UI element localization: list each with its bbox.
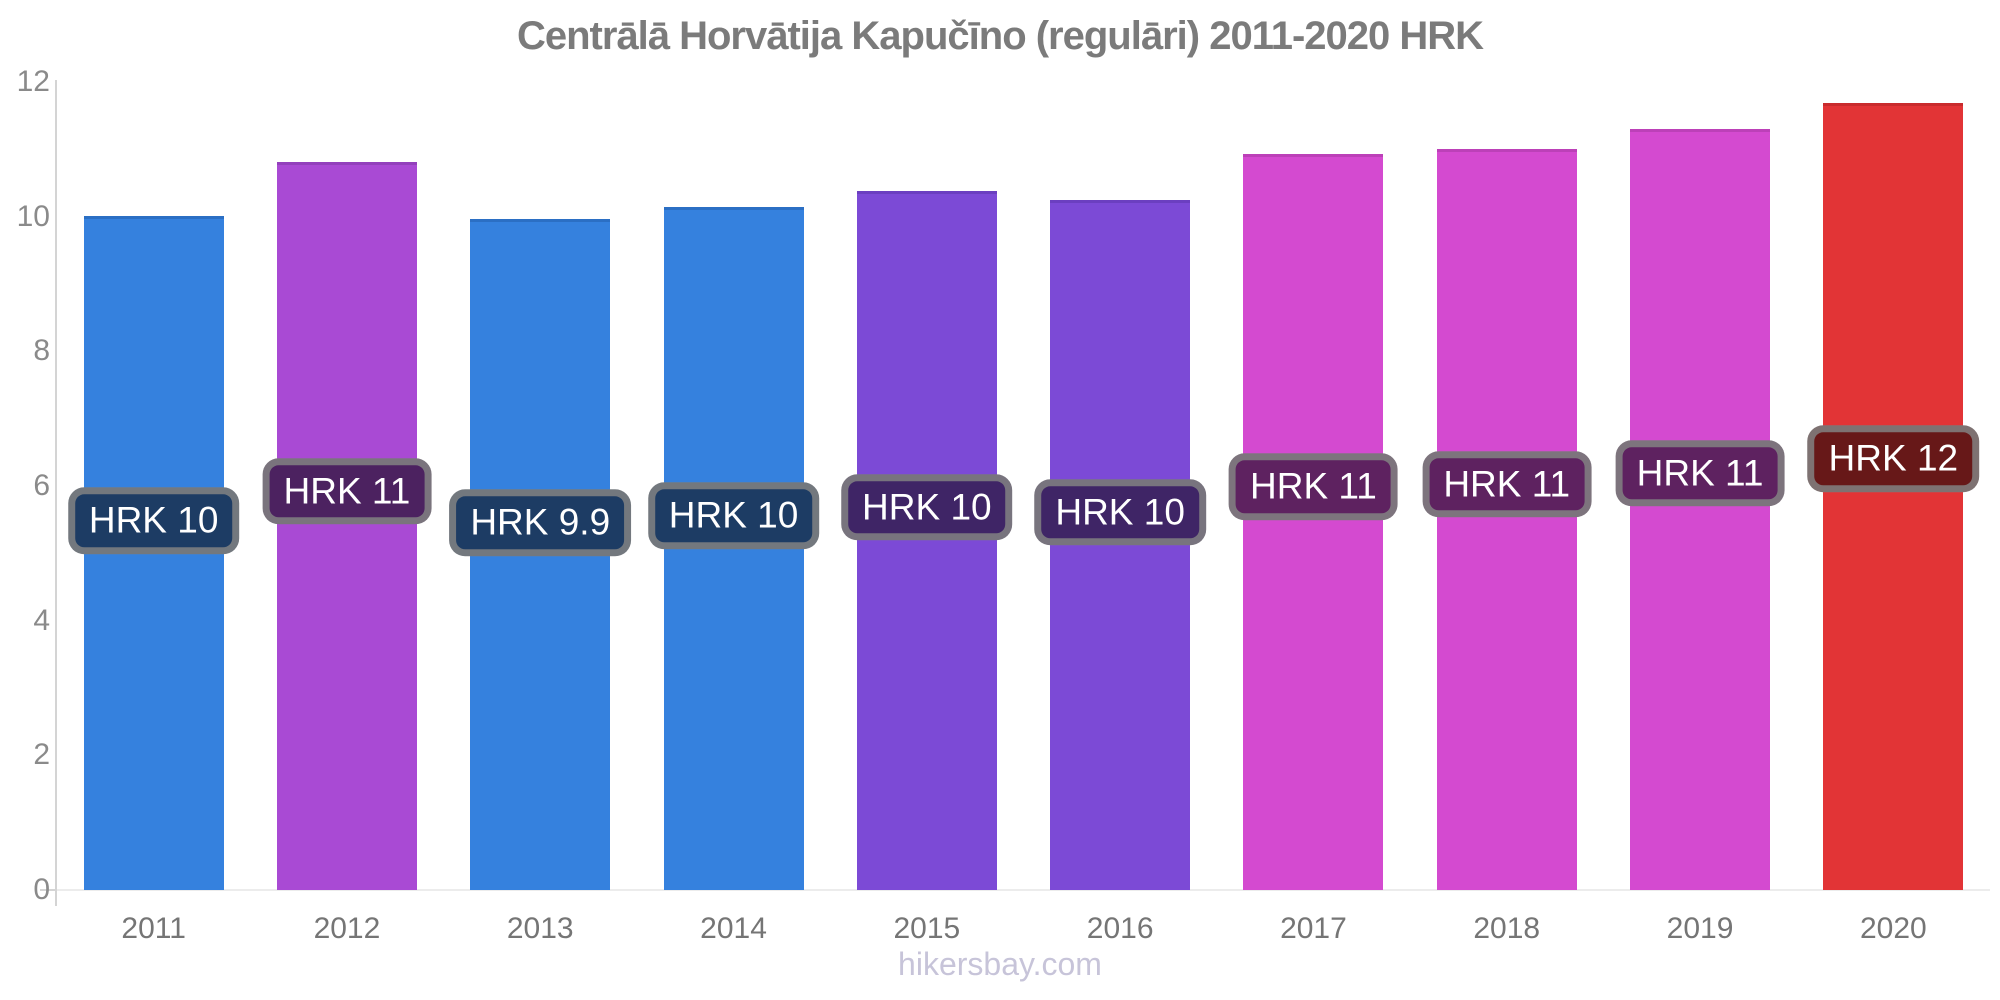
- bar-2020: [1823, 103, 1964, 890]
- bar-slot-2012: HRK 11: [250, 82, 443, 890]
- bar-slot-2011: HRK 10: [57, 82, 250, 890]
- x-axis-label-2019: 2019: [1666, 912, 1734, 945]
- y-axis-tick-label: 6: [33, 469, 50, 502]
- bar-2017: [1243, 154, 1384, 890]
- bar-value-label-2017: HRK 11: [1229, 453, 1398, 521]
- x-axis-label-2011: 2011: [121, 912, 186, 945]
- x-axis-label-2020: 2020: [1859, 912, 1927, 945]
- bar-slot-2016: HRK 10: [1024, 82, 1217, 890]
- x-axis-label-2018: 2018: [1473, 912, 1541, 945]
- bar-2015: [856, 191, 997, 890]
- bar-slot-2017: HRK 11: [1217, 82, 1410, 890]
- x-axis-label-2014: 2014: [700, 912, 767, 945]
- bar-value-label-2016: HRK 10: [1034, 478, 1206, 546]
- x-axis-label-2016: 2016: [1086, 912, 1154, 945]
- y-axis-tick-label: 12: [16, 65, 50, 98]
- bar-slot-2013: HRK 9.9: [444, 82, 637, 890]
- x-axis-label-2012: 2012: [313, 912, 381, 945]
- bar-value-label-2018: HRK 11: [1422, 450, 1592, 518]
- y-axis-tick-label: 4: [33, 603, 50, 637]
- y-axis-tick-label: 8: [33, 334, 50, 368]
- bar-value-label-2015: HRK 10: [841, 473, 1013, 541]
- y-axis-zero-tick: [40, 889, 56, 891]
- bar-slot-2014: HRK 10: [637, 82, 830, 890]
- bar-2019: [1630, 129, 1771, 890]
- y-axis-line: [55, 80, 57, 906]
- y-axis-tick-label: 2: [33, 738, 50, 772]
- bar-slot-2018: HRK 11: [1410, 82, 1603, 890]
- bar-2012: [276, 162, 417, 890]
- bar-2018: [1436, 149, 1577, 890]
- bar-value-label-2014: HRK 10: [647, 482, 820, 550]
- watermark-link[interactable]: hikersbay.com: [898, 946, 1102, 982]
- x-axis-baseline: [57, 889, 1990, 891]
- bar-slot-2020: HRK 12: [1797, 82, 1990, 890]
- x-axis-label-2015: 2015: [893, 912, 961, 945]
- x-axis-label-2013: 2013: [506, 912, 574, 945]
- y-axis-tick-label: 10: [16, 199, 50, 233]
- bar-slot-2015: HRK 10: [830, 82, 1023, 890]
- x-axis-label-2017: 2017: [1280, 912, 1347, 945]
- y-axis-tick-label: 0: [33, 873, 50, 906]
- bar-value-label-2020: HRK 12: [1807, 425, 1980, 493]
- bar-value-label-2012: HRK 11: [262, 457, 432, 525]
- bar-value-label-2019: HRK 11: [1615, 439, 1785, 507]
- bar-slot-2019: HRK 11: [1603, 82, 1796, 890]
- chart-title: Centrālā Horvātija Kapučīno (regulāri) 2…: [516, 14, 1484, 58]
- bar-value-label-2011: HRK 10: [67, 487, 240, 555]
- bar-value-label-2013: HRK 9.9: [449, 489, 632, 556]
